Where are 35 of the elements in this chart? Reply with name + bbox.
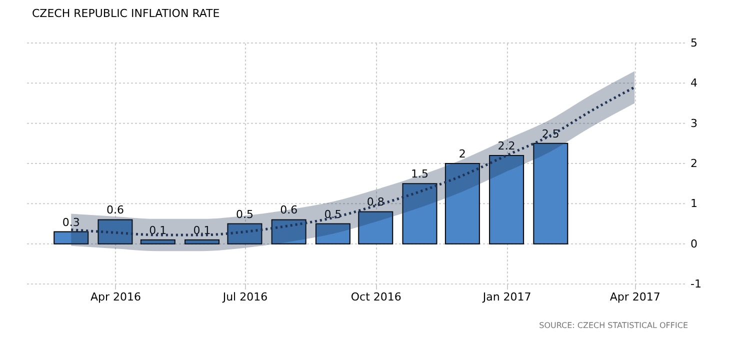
y-tick-label: 5 [690, 36, 698, 50]
bar [402, 183, 438, 244]
x-tick-label: Jan 2017 [482, 290, 532, 304]
data-label: 2 [458, 148, 466, 160]
y-tick-label: 4 [690, 76, 698, 90]
bar [444, 163, 480, 244]
bar [358, 211, 394, 244]
bar [315, 223, 350, 244]
bar [533, 142, 568, 244]
data-label: 0.6 [280, 204, 298, 217]
y-tick-label: 1 [690, 197, 698, 210]
x-tick-label: Apr 2016 [90, 290, 141, 304]
y-tick-label: -1 [690, 278, 702, 290]
bar [184, 239, 220, 244]
data-label: 0.1 [149, 224, 167, 237]
data-label: 1.5 [410, 168, 428, 181]
data-label: 0.6 [106, 204, 124, 217]
bar [227, 223, 262, 244]
bar [54, 231, 89, 244]
data-label: 0.5 [236, 208, 254, 221]
y-tick-label: 2 [690, 157, 698, 170]
data-label: 0.1 [193, 224, 211, 237]
data-label: 0.3 [62, 216, 80, 229]
chart-title: CZECH REPUBLIC INFLATION RATE [32, 7, 220, 20]
x-tick-label: Apr 2017 [610, 290, 660, 304]
data-label: 2.2 [498, 139, 516, 152]
bar [271, 219, 306, 244]
source-note: SOURCE: CZECH STATISTICAL OFFICE [539, 321, 688, 330]
bar [140, 239, 176, 244]
y-tick-label: 0 [690, 237, 698, 250]
bar [98, 219, 133, 244]
x-tick-label: Jul 2016 [222, 290, 268, 304]
x-tick-label: Oct 2016 [350, 290, 402, 304]
bar [489, 154, 524, 244]
y-tick-label: 3 [690, 116, 698, 130]
